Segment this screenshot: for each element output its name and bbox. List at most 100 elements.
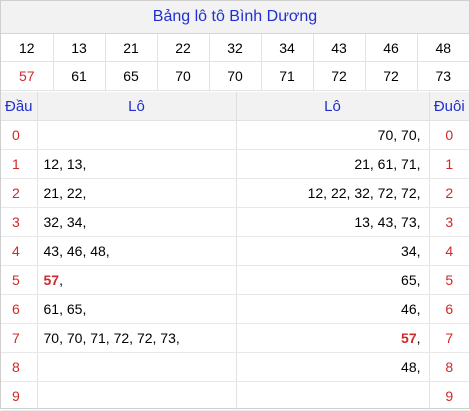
dau-cell: 6 (1, 294, 38, 324)
number-cell: 61 (53, 61, 106, 91)
duoi-cell: 1 (429, 149, 469, 179)
number-cell: 57 (1, 61, 54, 91)
lo-number: 12 (43, 156, 60, 172)
lo-number: 73 (160, 330, 176, 346)
lo-number: 46 (401, 301, 417, 317)
lo-number: 61 (377, 156, 394, 172)
dau-cell: 7 (1, 323, 38, 353)
numbers-table: 12 13 21 22 32 34 43 46 48 57 61 65 70 70 71 72 72 73 (1, 34, 469, 91)
lo-left-cell (37, 381, 237, 411)
lo-separator: , (59, 243, 67, 259)
lo-separator: , (393, 156, 402, 172)
dau-cell: 8 (1, 352, 38, 382)
duoi-cell: 2 (429, 178, 469, 208)
lo-right-cell: 57, (236, 323, 430, 353)
lo-right-cell: 34, (236, 236, 430, 266)
loto-body: 0 70, 70, 0 1 12, 13, 21, 61, 71, 1 2 21, 22, 12,… (1, 120, 469, 411)
lo-separator: , (105, 330, 114, 346)
loto-row: 1 12, 13, 21, 61, 71, 1 (1, 149, 469, 179)
dau-cell: 3 (1, 207, 38, 237)
lo-separator: , (416, 127, 421, 143)
number-cell: 65 (105, 61, 158, 91)
lo-separator: , (416, 330, 421, 346)
duoi-cell: 5 (429, 265, 469, 295)
lo-separator: , (416, 156, 421, 172)
dau-cell: 4 (1, 236, 38, 266)
lo-left-cell (37, 120, 237, 150)
lo-number: 72 (377, 185, 394, 201)
duoi-cell: 0 (429, 120, 469, 150)
number-cell: 71 (261, 61, 314, 91)
lo-right-cell: 46, (236, 294, 430, 324)
number-cell: 70 (157, 61, 210, 91)
lo-number: 71 (90, 330, 106, 346)
lo-separator: , (416, 272, 421, 288)
lo-number: 57 (401, 330, 417, 346)
loto-row: 6 61, 65, 46, 6 (1, 294, 469, 324)
lo-separator: , (323, 185, 331, 201)
lo-number: 34 (66, 214, 83, 230)
lo-right-cell: 13, 43, 73, (236, 207, 430, 237)
header-dau: Đầu (1, 92, 38, 121)
dau-cell: 1 (1, 149, 38, 179)
lo-number: 72 (401, 185, 417, 201)
numbers-row-1: 12 13 21 22 32 34 43 46 48 (1, 34, 469, 62)
lo-separator: , (416, 243, 421, 259)
loto-table: Đầu Lô Lô Đuôi 0 70, 70, 0 1 12, 13, 21, 61, … (1, 92, 469, 411)
lo-separator: , (59, 185, 67, 201)
loto-row: 3 32, 34, 13, 43, 73, 3 (1, 207, 469, 237)
number-cell: 70 (209, 61, 262, 91)
lo-left-cell: 32, 34, (37, 207, 237, 237)
lo-separator: , (369, 185, 378, 201)
number-cell: 46 (365, 34, 418, 62)
duoi-cell: 7 (429, 323, 469, 353)
number-cell: 21 (105, 34, 158, 62)
lo-number: 65 (66, 301, 83, 317)
lo-separator: , (59, 156, 67, 172)
number-cell: 12 (1, 34, 54, 62)
header-duoi: Đuôi (429, 92, 469, 121)
lo-number: 61 (43, 301, 60, 317)
number-cell: 73 (417, 61, 469, 91)
loto-row: 8 48, 8 (1, 352, 469, 382)
loto-row: 7 70, 70, 71, 72, 72, 73, 57, 7 (1, 323, 469, 353)
loto-row: 5 57, 65, 5 (1, 265, 469, 295)
lo-separator: , (393, 185, 402, 201)
number-cell: 34 (261, 34, 314, 62)
duoi-cell: 8 (429, 352, 469, 382)
duoi-cell: 9 (429, 381, 469, 411)
lo-number: 46 (66, 243, 83, 259)
lo-left-cell: 21, 22, (37, 178, 237, 208)
lo-number: 22 (330, 185, 347, 201)
lo-separator: , (369, 156, 378, 172)
dau-cell: 5 (1, 265, 38, 295)
lo-right-cell: 21, 61, 71, (236, 149, 430, 179)
lo-right-cell (236, 381, 430, 411)
lo-number: 70 (43, 330, 60, 346)
lo-separator: , (82, 243, 91, 259)
loto-header-row: Đầu Lô Lô Đuôi (1, 92, 469, 121)
lo-separator: , (82, 214, 87, 230)
lo-number: 34 (401, 243, 417, 259)
lo-right-cell: 65, (236, 265, 430, 295)
lo-separator: , (416, 185, 421, 201)
lo-separator: , (59, 301, 67, 317)
numbers-row-2: 57 61 65 70 70 71 72 72 73 (1, 61, 469, 91)
loto-row: 2 21, 22, 12, 22, 32, 72, 72, 2 (1, 178, 469, 208)
number-cell: 43 (313, 34, 366, 62)
dau-cell: 0 (1, 120, 38, 150)
lo-number: 57 (43, 272, 60, 288)
header-lo-right: Lô (236, 92, 430, 121)
number-cell: 72 (313, 61, 366, 91)
duoi-cell: 4 (429, 236, 469, 266)
lo-separator: , (129, 330, 137, 346)
lo-separator: , (152, 330, 161, 346)
lo-number: 21 (43, 185, 60, 201)
lo-separator: , (346, 185, 355, 201)
lo-separator: , (82, 301, 87, 317)
lo-separator: , (393, 127, 402, 143)
dau-cell: 9 (1, 381, 38, 411)
lo-separator: , (369, 214, 378, 230)
